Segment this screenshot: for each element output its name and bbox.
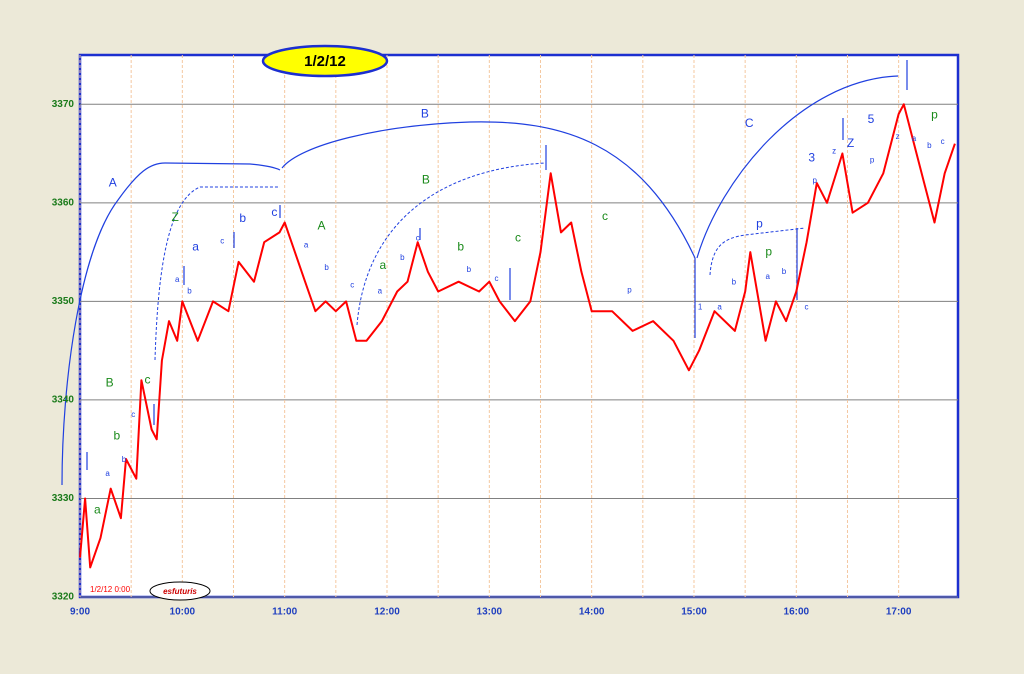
wave-label: c: [350, 281, 354, 290]
wave-label: b: [782, 267, 787, 276]
x-tick-label: 15:00: [681, 607, 707, 618]
wave-label: 3: [808, 151, 815, 165]
wave-label: p: [756, 217, 763, 231]
wave-label: a: [304, 240, 309, 249]
wave-label: z: [832, 147, 836, 156]
arc-c: [696, 75, 899, 259]
dash-1: [154, 186, 280, 361]
wave-label: b: [187, 287, 192, 296]
price-line: [79, 103, 956, 569]
y-tick-label: 3360: [52, 197, 75, 208]
logo-badge: [149, 581, 211, 601]
wave-label: c: [941, 137, 945, 146]
wave-label: 5: [868, 112, 875, 126]
y-tick-label: 3330: [52, 493, 75, 504]
y-tick-label: 3370: [52, 99, 75, 110]
wave-label: c: [515, 230, 521, 244]
wave-label: c: [271, 205, 277, 219]
wave-label: b: [467, 265, 472, 274]
arc-a: [61, 162, 281, 486]
wave-label: b: [122, 455, 127, 464]
wave-label: c: [131, 410, 135, 419]
wave-label: p: [813, 176, 818, 185]
wave-label: b: [113, 429, 120, 443]
wave-arcs: [61, 60, 908, 486]
wave-label: 1: [698, 302, 703, 311]
x-tick-label: 9:00: [70, 607, 90, 618]
wave-label: b: [457, 239, 464, 253]
timestamp: 1/2/12 0:00: [90, 585, 131, 594]
x-tick-label: 16:00: [784, 607, 810, 618]
wave-label: a: [912, 134, 917, 143]
wave-label: a: [192, 239, 199, 253]
wave-label: Z: [847, 136, 854, 150]
x-tick-label: 10:00: [170, 607, 196, 618]
wave-label: a: [378, 287, 383, 296]
wave-label: p: [765, 244, 772, 258]
wave-label: a: [94, 502, 101, 516]
wave-label: b: [239, 211, 246, 225]
wave-ticks: [86, 60, 908, 470]
wave-label: c: [494, 274, 498, 283]
x-tick-label: 17:00: [886, 607, 912, 618]
x-tick-label: 13:00: [477, 607, 503, 618]
y-tick-label: 3320: [52, 592, 75, 603]
wave-label: c: [145, 372, 151, 386]
wave-label: a: [380, 258, 387, 272]
dash-3: [709, 227, 806, 276]
wave-label: a: [765, 272, 770, 281]
wave-label: c: [602, 209, 608, 223]
wave-label: C: [745, 116, 754, 130]
wave-label: b: [732, 278, 737, 287]
wave-label: b: [324, 263, 329, 272]
wave-label: a: [175, 275, 180, 284]
wave-label: B: [422, 172, 430, 186]
plot-area: [78, 53, 960, 599]
wave-label: B: [106, 375, 114, 389]
x-tick-label: 11:00: [272, 607, 297, 618]
wave-label: A: [317, 219, 325, 233]
y-tick-label: 3340: [52, 395, 75, 406]
arc-b: [281, 121, 696, 259]
wave-label: p: [870, 156, 875, 165]
wave-label: a: [717, 302, 722, 311]
wave-label: p: [931, 107, 938, 121]
wave-label: c: [805, 302, 809, 311]
wave-label: b: [927, 141, 932, 150]
dash-2: [356, 162, 546, 326]
x-tick-label: 14:00: [579, 607, 605, 618]
wave-label: c: [220, 236, 224, 245]
title-badge: [261, 44, 389, 78]
wave-label: B: [421, 106, 429, 120]
wave-label: A: [109, 175, 117, 189]
wave-label: z: [896, 132, 900, 141]
wave-label: Z: [171, 210, 178, 224]
y-tick-label: 3350: [52, 296, 75, 307]
wave-label: a: [105, 469, 110, 478]
line-layer: [79, 103, 956, 569]
chart-title: 1/2/12: [304, 53, 346, 70]
wave-label: c: [416, 233, 420, 242]
wave-label: p: [627, 286, 632, 295]
watermark: esfuturis: [163, 587, 197, 596]
x-tick-label: 12:00: [374, 607, 400, 618]
wave-label: b: [400, 253, 405, 262]
